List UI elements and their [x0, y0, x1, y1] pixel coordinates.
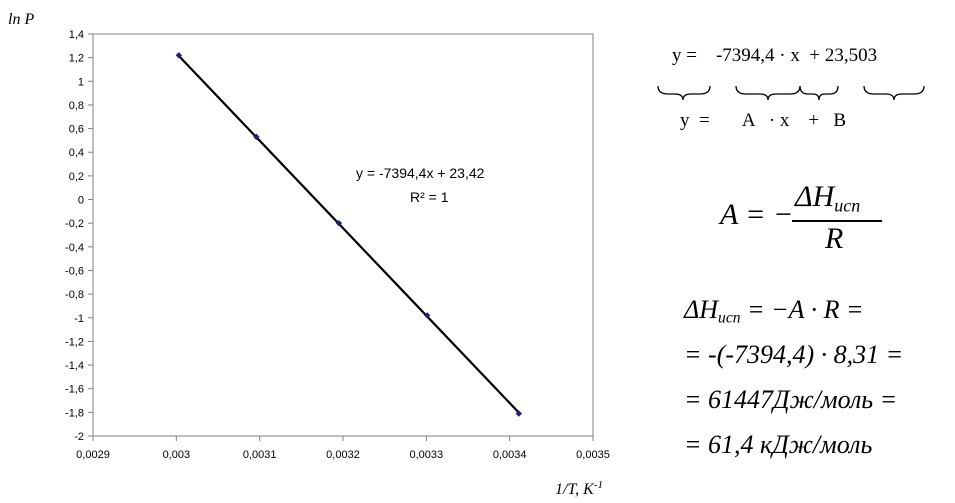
chart: 1,4 1,2 1 0,8 0,6 0,4 0,2 0 -0,2 -0,4 -0,6 -0,8 -1 -1… [8, 11, 610, 498]
formula-denominator: R [825, 222, 844, 255]
y-tick-label: -1,4 [65, 360, 84, 372]
trendline-equation-label: y = -7394,4x + 23,42 [356, 165, 485, 181]
y-tick-label: -1,6 [65, 384, 84, 396]
y-tick-label: -0,2 [65, 218, 84, 230]
brace-b [863, 85, 925, 101]
brace-x [799, 85, 839, 101]
y-tick-label: -0,6 [65, 265, 84, 277]
x-tick-label: 0,0033 [410, 449, 444, 461]
x-axis-title: 1/T, К-1 [555, 479, 603, 498]
plot-area [92, 33, 594, 437]
x-tick-label: 0,0031 [243, 449, 277, 461]
r-squared-label: R² = 1 [410, 189, 449, 205]
data-point [175, 52, 183, 59]
calc-line-4: = 61,4 кДж/моль [684, 430, 873, 459]
y-tick-label: -0,4 [65, 242, 84, 254]
y-axis: 1,4 1,2 1 0,8 0,6 0,4 0,2 0 -0,2 -0,4 -0,6 -0,8 -1 -1… [65, 29, 93, 443]
equation-numeric: y = -7394,4 · x + 23,503 [672, 45, 878, 66]
calc-line-1: ΔHисп = −A · R = [684, 295, 864, 327]
x-axis: 0,0029 0,003 0,0031 0,0032 0,0033 0,0034 0,003… [76, 436, 610, 461]
data-point [423, 312, 431, 319]
data-point [335, 219, 343, 227]
x-tick-label: 0,0035 [576, 449, 610, 461]
y-tick-label: 1 [78, 76, 84, 88]
data-point [253, 133, 260, 141]
x-tick-label: 0,003 [163, 449, 191, 461]
x-tick-label: 0,0032 [326, 449, 360, 461]
underbraces [657, 85, 925, 101]
y-tick-label: -1 [74, 313, 84, 325]
y-tick-label: 0,2 [69, 171, 84, 183]
y-tick-label: 0,6 [69, 124, 84, 136]
x-tick-label: 0,0034 [493, 449, 527, 461]
y-tick-label: 0,4 [69, 147, 84, 159]
x-tick-label: 0,0029 [76, 449, 110, 461]
equation-symbolic: y = A · x + B [680, 110, 847, 131]
y-tick-label: 0 [78, 195, 84, 207]
fraction-bar [792, 220, 882, 222]
data-points [175, 52, 523, 417]
y-axis-title: ln P [8, 11, 34, 28]
y-tick-label: 1,4 [69, 29, 84, 41]
formula-numerator: ΔHисп [795, 180, 861, 216]
y-tick-label: -0,8 [65, 289, 84, 301]
brace-a [735, 85, 801, 101]
data-point [515, 410, 523, 417]
calc-line-3: = 61447Дж/моль = [684, 385, 898, 414]
formula-lhs: A = − [720, 198, 794, 231]
brace-y [657, 85, 711, 101]
y-tick-label: -2 [74, 431, 84, 443]
calc-line-2: = -(-7394,4) · 8,31 = [684, 340, 904, 369]
trendline [178, 55, 520, 414]
y-tick-label: -1,2 [65, 336, 84, 348]
y-tick-label: 0,8 [69, 100, 84, 112]
y-tick-label: -1,8 [65, 407, 84, 419]
y-tick-label: 1,2 [69, 53, 84, 65]
